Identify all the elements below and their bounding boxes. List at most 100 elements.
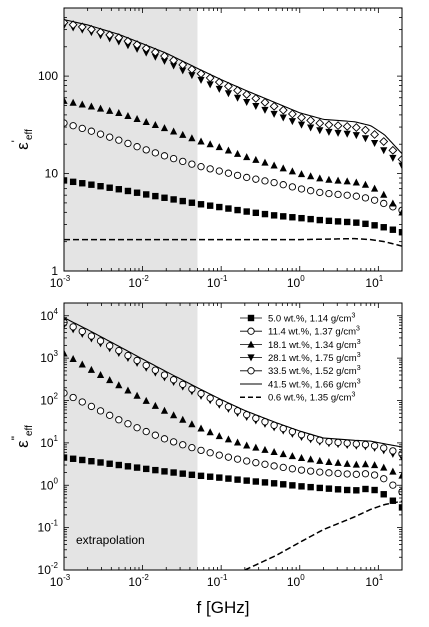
data-point <box>261 158 269 166</box>
data-point <box>205 73 215 83</box>
legend-item: 11.4 wt.%, 1.37 g/cm3 <box>240 326 360 338</box>
data-point <box>215 432 223 440</box>
legend-label-superscript: 3 <box>357 378 361 385</box>
data-point <box>124 111 132 119</box>
data-point <box>86 24 96 34</box>
y-tick-base: 10 <box>40 436 54 450</box>
series-line-s7 <box>64 237 402 247</box>
data-point <box>361 125 370 135</box>
data-point <box>389 467 397 475</box>
data-point <box>133 45 141 53</box>
data-point <box>343 218 351 226</box>
data-point <box>380 224 387 231</box>
data-point <box>289 214 296 221</box>
data-point <box>179 415 187 423</box>
data-point <box>260 97 270 107</box>
data-point <box>188 134 196 142</box>
x-tick-base: 10 <box>287 575 301 589</box>
data-point <box>243 173 251 182</box>
data-point <box>325 128 333 136</box>
x-tick-label: 100 <box>287 274 305 290</box>
data-point <box>143 465 150 473</box>
data-point <box>115 381 123 389</box>
x-tick-exponent: 0 <box>300 573 305 582</box>
data-point <box>215 85 223 93</box>
data-point <box>334 469 342 478</box>
data-point <box>343 191 351 199</box>
data-point <box>389 154 397 162</box>
series-s3 <box>64 349 402 479</box>
y-tick-label: 10-1 <box>38 519 59 535</box>
data-point <box>170 469 177 476</box>
data-point <box>325 175 333 183</box>
data-point <box>398 229 402 236</box>
data-point <box>297 121 306 129</box>
x-tick-label: 10-3 <box>50 573 71 589</box>
data-point <box>389 497 397 504</box>
data-point <box>288 118 296 126</box>
y-tick-label: 100 <box>38 69 58 83</box>
data-point <box>279 450 287 458</box>
legend-label: 0.6 wt.%, 1.35 g/cm3 <box>268 392 355 404</box>
x-tick-exponent: -3 <box>63 274 71 283</box>
x-tick-exponent: -2 <box>142 274 150 283</box>
data-point <box>370 130 380 139</box>
data-point <box>78 124 86 133</box>
data-point <box>343 459 351 467</box>
plot-area <box>64 18 402 247</box>
data-point <box>261 479 269 486</box>
y-tick-label: 100 <box>40 476 58 492</box>
data-point <box>106 133 114 141</box>
data-point <box>243 208 250 215</box>
data-point <box>160 371 169 379</box>
x-tick-label: 10-2 <box>128 274 149 290</box>
legend-item: 18.1 wt.%, 1.34 g/cm3 <box>240 339 361 351</box>
data-point <box>206 473 214 480</box>
data-point <box>133 464 141 471</box>
data-point <box>206 202 214 209</box>
y-tick-label: 1 <box>51 264 58 278</box>
data-point <box>325 437 333 446</box>
y-tick-exponent: 2 <box>54 392 59 401</box>
data-point <box>124 420 132 428</box>
data-point <box>64 454 68 461</box>
data-point <box>224 169 233 177</box>
data-point <box>215 398 223 407</box>
data-point <box>206 81 214 89</box>
data-point <box>160 152 169 160</box>
y-tick-base: 10 <box>40 478 54 492</box>
data-point <box>343 130 351 138</box>
data-point <box>353 219 360 226</box>
data-point <box>142 396 150 404</box>
series-s6 <box>64 317 402 448</box>
y-tick-base: 100 <box>38 69 58 83</box>
series-line-s7 <box>244 500 402 570</box>
data-point <box>151 149 160 157</box>
data-point <box>352 192 360 200</box>
data-point <box>380 147 388 155</box>
data-point <box>216 203 223 211</box>
data-point <box>79 180 86 187</box>
y-tick-base: 10 <box>38 563 52 577</box>
data-point <box>96 407 105 415</box>
data-point <box>215 167 223 175</box>
data-point <box>379 137 389 146</box>
data-point <box>306 467 315 475</box>
data-point <box>288 183 297 191</box>
legend-label-text: 41.5 wt.%, 1.66 g/cm <box>268 379 357 390</box>
data-point <box>224 90 233 98</box>
data-point <box>151 53 159 61</box>
data-point <box>269 101 279 111</box>
data-point <box>261 460 269 468</box>
x-tick-exponent: 1 <box>379 573 384 582</box>
legend-marker <box>247 354 255 362</box>
data-point <box>170 411 178 419</box>
data-point <box>69 455 77 462</box>
data-point <box>69 393 77 402</box>
x-tick-exponent: -3 <box>63 573 71 582</box>
data-point <box>170 196 177 203</box>
data-point <box>115 108 123 116</box>
plot-area <box>64 317 402 570</box>
data-point <box>69 178 77 186</box>
data-point <box>398 162 402 170</box>
